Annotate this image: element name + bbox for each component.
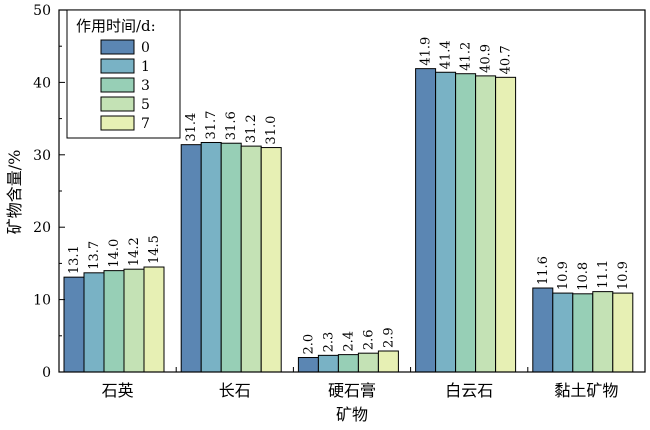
data-label: 11.1 (596, 260, 611, 289)
bar (572, 293, 594, 373)
bar (317, 354, 339, 373)
bar (612, 292, 634, 373)
data-label: 31.0 (264, 116, 279, 145)
data-label: 41.9 (419, 37, 434, 66)
y-tick-label: 20 (33, 220, 51, 236)
x-tick-label: 黏土矿物 (554, 381, 618, 400)
legend-label: 7 (141, 116, 150, 132)
y-tick-label: 30 (33, 148, 51, 164)
data-label: 40.9 (479, 44, 494, 73)
bar (532, 287, 554, 373)
bar (103, 270, 125, 373)
data-label: 13.7 (87, 241, 102, 270)
bar (297, 357, 319, 373)
legend-label: 0 (141, 40, 150, 56)
legend-swatch (100, 96, 135, 112)
data-label: 2.0 (301, 334, 316, 355)
y-tick-label: 40 (33, 75, 51, 91)
x-tick-label: 硬石膏 (328, 381, 376, 400)
legend-swatch (100, 115, 135, 131)
bar (455, 73, 477, 373)
legend-swatch (100, 39, 135, 55)
bar (495, 76, 517, 373)
y-axis-title: 矿物含量/% (5, 150, 24, 235)
data-label: 13.1 (67, 245, 82, 274)
bar (200, 141, 222, 373)
bar (143, 266, 165, 373)
data-label: 2.4 (341, 331, 356, 352)
data-label: 31.4 (184, 113, 199, 142)
data-label: 14.0 (107, 239, 122, 268)
bar (260, 147, 282, 373)
legend-label: 3 (141, 78, 150, 94)
bar (377, 350, 399, 373)
legend-items: 0 1 3 5 7 (100, 39, 150, 132)
x-tick-label: 石英 (102, 381, 134, 400)
bar (592, 291, 614, 373)
bars-layer (63, 68, 634, 373)
data-label: 10.8 (576, 262, 591, 291)
data-label: 11.6 (536, 256, 551, 285)
bar (240, 145, 262, 373)
bar (83, 272, 105, 373)
y-tick-label: 0 (42, 365, 51, 381)
bar (63, 276, 85, 373)
legend-label: 1 (141, 59, 150, 75)
bar (475, 75, 497, 373)
bar (123, 268, 145, 373)
legend-label: 5 (141, 97, 150, 113)
data-label: 31.7 (204, 111, 219, 140)
legend-swatch (100, 58, 135, 74)
bar (415, 68, 437, 373)
data-label: 14.2 (127, 237, 142, 266)
y-tick-label: 10 (33, 293, 51, 309)
bar (357, 352, 379, 373)
data-labels-layer: 13.1 13.7 14.0 14.2 14.5 31.4 31.7 31.6 31.2 31.0… (67, 37, 631, 355)
legend: 作用时间/d: 0 1 3 5 7 (66, 9, 181, 139)
data-label: 40.7 (499, 45, 514, 74)
bar (337, 354, 359, 373)
data-label: 2.3 (321, 332, 336, 353)
data-label: 14.5 (147, 235, 162, 264)
data-label: 2.9 (381, 327, 396, 348)
data-label: 41.4 (439, 40, 454, 69)
bar (220, 142, 242, 373)
bar (180, 144, 202, 373)
y-tick-label: 50 (33, 3, 51, 19)
x-tick-label: 长石 (219, 381, 251, 400)
bar (435, 71, 457, 373)
data-label: 10.9 (556, 261, 571, 290)
data-label: 2.6 (361, 329, 376, 350)
data-label: 31.2 (244, 114, 259, 143)
x-axis-title: 矿物 (336, 405, 368, 424)
data-label: 10.9 (616, 261, 631, 290)
legend-title: 作用时间/d: (76, 17, 156, 35)
data-label: 31.6 (224, 111, 239, 140)
legend-swatch (100, 77, 135, 93)
data-label: 41.2 (459, 42, 474, 71)
bar (552, 292, 574, 373)
x-tick-label: 白云石 (445, 381, 493, 400)
